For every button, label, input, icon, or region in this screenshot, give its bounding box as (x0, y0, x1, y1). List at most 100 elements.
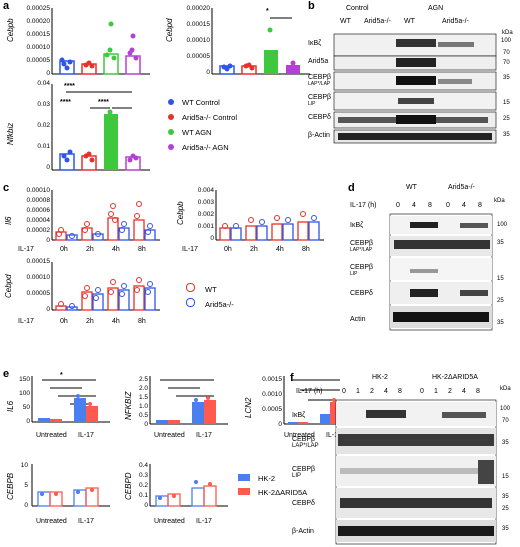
b-wt-2: WT (404, 18, 415, 25)
c-cebpb-xt: 2h (250, 246, 258, 253)
e-xt: IL-17 (196, 518, 212, 525)
b-band-cebpb-lip: CEBPβ LIP (308, 94, 332, 107)
b-kda: 25 (503, 116, 510, 122)
f-lane: 8 (398, 388, 402, 395)
b-strip-cebpd (333, 111, 497, 129)
panel-letter-a: a (3, 0, 10, 12)
ylabel-cebpd-e: CEBPD (124, 472, 133, 500)
f-lane: 2 (370, 388, 374, 395)
ylabel-cebpb-a: Cebpb (6, 18, 15, 42)
chart-cebpb-e (31, 464, 110, 507)
f-lane: 8 (476, 388, 480, 395)
f-lane: 0 (342, 388, 346, 395)
d-kda-title: kDa (494, 198, 505, 204)
panel-letter-c: c (3, 182, 10, 194)
chart-cebpd-a (211, 8, 310, 75)
b-band-ikbz: IκBζ (308, 40, 322, 47)
c-il6-xt: 2h (86, 246, 94, 253)
e-xt: Untreated (36, 518, 67, 525)
b-strip-cebpb-lap (333, 71, 497, 91)
f-band-cebpb-lap: CEBPβ LAP*/LAP (292, 436, 319, 449)
c-cebpb-xt: 4h (276, 246, 284, 253)
c-il6-xt: 4h (112, 246, 120, 253)
sig-il6-e: * (60, 372, 63, 379)
ylabel-cebpb-c: Cebpb (176, 201, 185, 225)
c-cebpd-xlabel: IL-17 (18, 318, 34, 325)
b-ko-2: Arid5a-/- (442, 18, 469, 25)
c-cebpd-xt: 4h (112, 318, 120, 325)
f-lane: 1 (356, 388, 360, 395)
e-xt: Untreated (154, 518, 185, 525)
f-band-cebpd: CEBPδ (292, 500, 315, 507)
e-xt: IL-17 (196, 432, 212, 439)
e-xt: IL-17 (78, 518, 94, 525)
b-control-header: Control (346, 5, 369, 12)
d-lane: 4 (412, 202, 416, 209)
sig-nfkbiz-1: **** (64, 83, 75, 90)
d-kda: 35 (497, 320, 504, 326)
legend-item: WT Control (168, 98, 237, 113)
legend-e: HK-2 HK-2ΔARID5A (238, 474, 307, 502)
d-wt: WT (406, 184, 417, 191)
b-strip-ikbz (333, 33, 497, 57)
b-kda: 70 (503, 60, 510, 66)
f-band-cebpb-lip: CEBPβ LIP (292, 466, 316, 479)
f-blots (335, 399, 497, 545)
panel-letter-d: d (348, 182, 355, 194)
d-lane: 0 (446, 202, 450, 209)
d-kda: 25 (497, 298, 504, 304)
d-strip-cebpb-lip (390, 258, 492, 280)
c-cebpd-xt: 0h (60, 318, 68, 325)
e-xt: IL-17 (78, 432, 94, 439)
b-blots (333, 33, 497, 144)
panel-letter-b: b (308, 0, 315, 12)
f-lane: 0 (420, 388, 424, 395)
legend-item: HK-2 (238, 474, 307, 488)
b-band-arid5a: Arid5a (308, 58, 329, 65)
f-kda: 100 (500, 406, 511, 412)
chart-nfkbiz-a (51, 84, 150, 171)
d-band-cebpb-lip: CEBPβ LIP (350, 264, 374, 277)
b-strip-arid5a (333, 55, 497, 71)
d-band-cebpb-lap: CEBPβ LAP*/LAP (350, 240, 374, 253)
d-ko: Arid5a-/- (448, 184, 475, 191)
sig-cebpd-a: * (266, 8, 269, 15)
b-kda-title: kDa (502, 30, 513, 36)
d-band-ikbz: IκBζ (350, 222, 364, 229)
f-hk2-arid: HK-2ΔARID5A (432, 374, 478, 381)
ylabel-nfkbiz-a: Nfkbiz (6, 122, 15, 145)
e-xt: Untreated (36, 432, 67, 439)
f-kda: 35 (502, 494, 509, 500)
bar-wt-control (59, 60, 75, 75)
c-cebpb-xt: 8h (302, 246, 310, 253)
f-hk2: HK-2 (372, 374, 388, 381)
legend-item: Arid5a-/- AGN (168, 143, 237, 158)
d-lane: 4 (462, 202, 466, 209)
f-kda: 70 (502, 418, 509, 424)
chart-cebpd-c (51, 262, 160, 311)
b-strip-actin (333, 129, 497, 144)
ylabel-il6-c: Il6 (4, 216, 13, 225)
c-cebpd-xt: 2h (86, 318, 94, 325)
chart-il6-c (51, 190, 160, 241)
b-band-cebpd: CEBPδ (308, 114, 331, 121)
b-kda: 35 (503, 132, 510, 138)
c-il6-xt: 0h (60, 246, 68, 253)
d-kda: 15 (497, 276, 504, 282)
c-il6-xlabel: IL-17 (18, 246, 34, 253)
f-band-actin: β-Actin (292, 528, 314, 535)
d-lane: 0 (396, 202, 400, 209)
b-band-actin: β-Actin (308, 132, 330, 139)
d-band-actin: Actin (350, 316, 366, 323)
f-il17: IL-17 (h) (296, 388, 323, 395)
f-strip-cebpd (336, 488, 496, 518)
b-strip-cebpb-lip (333, 91, 497, 111)
c-cebpd-xt: 8h (138, 318, 146, 325)
f-lane: 1 (434, 388, 438, 395)
bar-ko-agn (125, 55, 141, 75)
f-strip-cebpb-lap (336, 428, 496, 454)
b-kda: 70 (503, 50, 510, 56)
f-kda: 25 (502, 506, 509, 512)
ylabel-nfkbiz-e: NFKBIZ (124, 391, 133, 420)
e-xt: Untreated (284, 432, 315, 439)
